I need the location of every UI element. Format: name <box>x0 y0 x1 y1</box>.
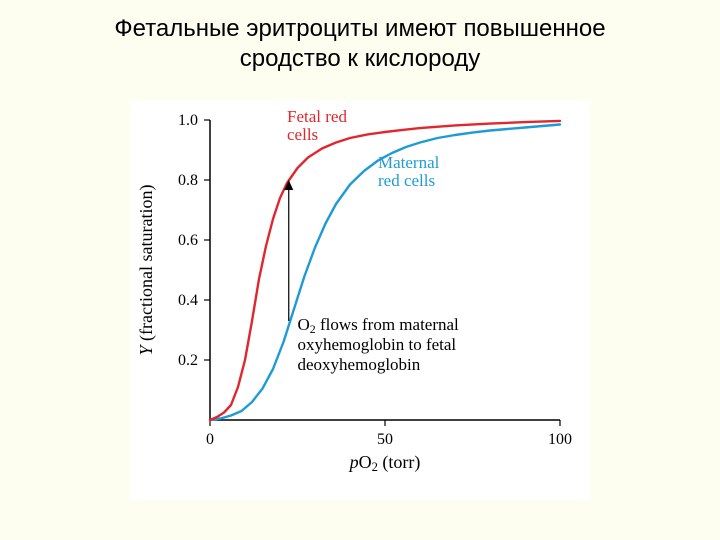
slide-title: Фетальные эритроциты имеют повышенное ср… <box>0 14 720 74</box>
maternal-label2: red cells <box>378 171 435 190</box>
xtick-label: 0 <box>206 431 214 448</box>
annotation-line2: oxyhemoglobin to fetal <box>298 335 457 354</box>
title-line2: сродство к кислороду <box>0 44 720 74</box>
maternal-label: Maternal <box>378 153 440 172</box>
ytick-label: 0.8 <box>178 172 198 189</box>
xtick-label: 50 <box>377 431 393 448</box>
ytick-label: 0.6 <box>178 232 198 249</box>
chart: 0 50 100 0.2 0.4 0.6 0.8 1.0 pO2 (torr) Y (fracti… <box>130 100 590 500</box>
ytick-label: 1.0 <box>178 112 198 129</box>
chart-svg: 0 50 100 0.2 0.4 0.6 0.8 1.0 pO2 (torr) Y (fracti… <box>130 100 590 500</box>
title-line1: Фетальные эритроциты имеют повышенное <box>0 14 720 44</box>
y-axis-label: Y (fractional saturation) <box>136 185 157 356</box>
xtick-label: 100 <box>548 431 572 448</box>
annotation-line1: O2 flows from maternal <box>298 315 460 336</box>
ytick-label: 0.2 <box>178 352 198 369</box>
x-axis-label: pO2 (torr) <box>348 452 421 474</box>
slide: Фетальные эритроциты имеют повышенное ср… <box>0 0 720 540</box>
annotation-line3: deoxyhemoglobin <box>298 355 421 374</box>
ytick-label: 0.4 <box>178 292 198 309</box>
fetal-label2: cells <box>287 125 318 144</box>
fetal-label: Fetal red <box>287 107 347 126</box>
